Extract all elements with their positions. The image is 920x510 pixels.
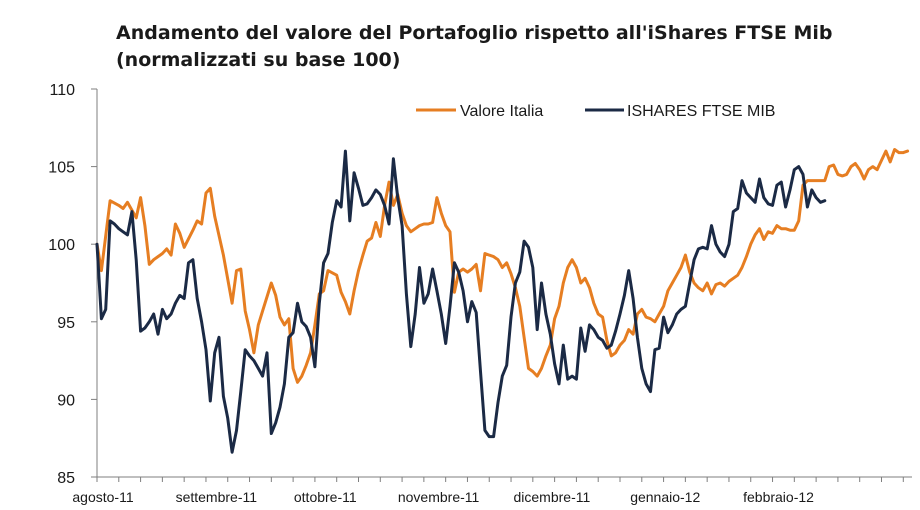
y-tick-label: 95 [57, 315, 75, 332]
x-tick-label: febbraio-12 [743, 489, 814, 505]
legend-label-1: ISHARES FTSE MIB [627, 103, 775, 120]
y-tick-label: 105 [48, 160, 75, 177]
y-tick-label: 85 [57, 470, 75, 487]
legend-label-0: Valore Italia [460, 103, 543, 120]
chart-title: Andamento del valore del Portafoglio ris… [116, 22, 833, 71]
x-tick-label: settembre-11 [176, 489, 258, 505]
x-tick-label: gennaio-12 [630, 489, 700, 505]
y-tick-label: 100 [48, 237, 75, 254]
x-tick-label: agosto-11 [72, 489, 133, 505]
y-tick-label: 90 [57, 392, 75, 409]
series-line-1 [95, 149, 827, 454]
x-tick-label: dicembre-11 [514, 489, 591, 505]
y-tick-label: 110 [49, 82, 75, 99]
x-tick-label: novembre-11 [398, 489, 480, 505]
series-line-0 [95, 148, 910, 384]
x-tick-label: ottobre-11 [294, 489, 357, 505]
